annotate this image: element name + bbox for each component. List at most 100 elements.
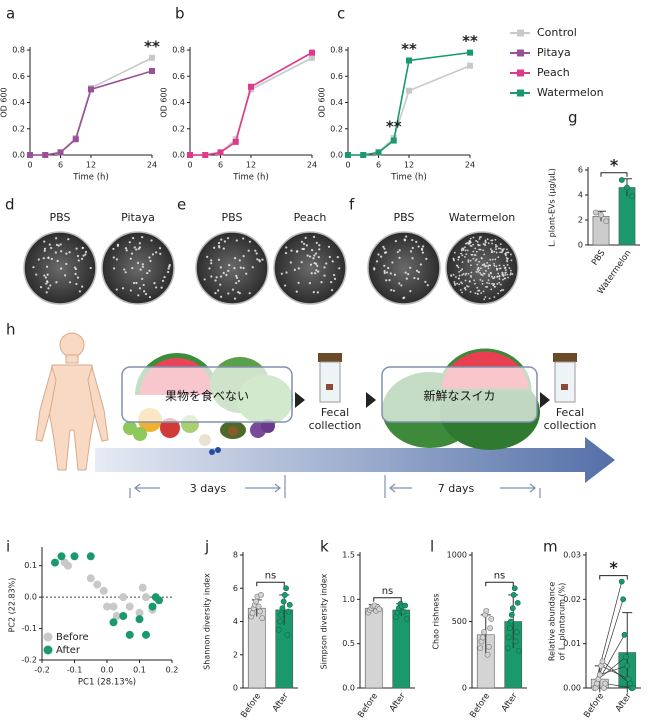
colony (222, 271, 225, 275)
colony (318, 244, 321, 247)
colony (469, 275, 472, 277)
colony (498, 264, 501, 267)
colony (124, 247, 128, 250)
significance: ** (462, 32, 478, 50)
colony (417, 277, 420, 280)
colony (486, 262, 489, 264)
colony (426, 284, 429, 287)
data-point (279, 605, 286, 612)
colony (474, 247, 477, 250)
data-point (255, 603, 262, 610)
colony (499, 289, 502, 292)
colony (392, 289, 396, 292)
colony (491, 282, 493, 285)
colony (488, 264, 491, 267)
colony (151, 253, 155, 256)
colony (82, 254, 85, 257)
colony (500, 283, 502, 286)
colony (153, 282, 156, 285)
colony (483, 253, 486, 256)
data-point (402, 602, 409, 609)
significance: ** (386, 117, 402, 135)
colony (84, 253, 87, 256)
colony (43, 249, 46, 252)
colony (507, 276, 510, 279)
colony (474, 282, 476, 285)
legend-label: Peach (537, 66, 570, 79)
colony (477, 244, 480, 247)
colony (495, 265, 498, 268)
colony (150, 239, 153, 242)
colony (509, 273, 512, 276)
data-point (596, 671, 603, 678)
colony (461, 248, 463, 251)
colony (383, 269, 386, 273)
data-point (602, 680, 609, 687)
colony (476, 263, 479, 266)
colony (452, 273, 455, 276)
x-tick-label: 0 (187, 161, 192, 170)
y-tick-label: 6 (578, 166, 583, 175)
colony (136, 261, 140, 264)
colony (81, 285, 84, 288)
colony (461, 261, 464, 264)
data-point (275, 626, 282, 633)
colony (485, 269, 487, 272)
data-point (599, 658, 606, 665)
colony (43, 247, 47, 251)
data-point (506, 625, 513, 632)
data-point (403, 615, 410, 622)
y-tick-label: 0.8 (172, 46, 185, 55)
colony (407, 272, 410, 276)
colony (227, 292, 230, 295)
colony (128, 241, 131, 244)
colony (464, 246, 466, 249)
colony (487, 265, 489, 268)
colony (464, 274, 467, 276)
colony (488, 297, 491, 300)
point (406, 87, 412, 94)
colony (115, 288, 118, 291)
colony (502, 249, 504, 252)
colony (226, 237, 230, 240)
colony (504, 269, 507, 272)
colony (415, 269, 419, 272)
colony (470, 271, 473, 274)
y-tick-label: 0.1 (24, 561, 37, 570)
colony (32, 266, 35, 269)
point (42, 152, 49, 158)
colony (398, 249, 401, 252)
colony (308, 255, 312, 258)
colony (49, 284, 52, 287)
colony (503, 264, 505, 267)
colony (486, 238, 489, 241)
significance: ** (144, 37, 160, 55)
colony (502, 278, 504, 281)
x-tick-label: -0.1 (67, 666, 83, 675)
colony (474, 259, 477, 262)
x-tick-label: Before (239, 691, 263, 720)
colony (413, 276, 416, 280)
colony (314, 272, 317, 275)
data-point (629, 193, 636, 200)
colony (146, 271, 149, 275)
colony (499, 243, 502, 246)
colony (391, 261, 394, 264)
colony (478, 289, 481, 292)
data-point (510, 592, 517, 598)
colony (380, 255, 383, 258)
colony (458, 283, 461, 286)
colony (50, 246, 53, 250)
colony (500, 251, 503, 254)
y-tick-label: -0.1 (21, 624, 37, 633)
colony (77, 259, 80, 262)
data-point (603, 218, 610, 225)
colony (121, 287, 125, 290)
colony (302, 242, 306, 245)
colony (493, 276, 496, 278)
colony (499, 247, 502, 250)
colony (112, 247, 115, 251)
colony (313, 261, 316, 265)
x-tick-label: After (500, 691, 520, 714)
point (57, 149, 64, 156)
